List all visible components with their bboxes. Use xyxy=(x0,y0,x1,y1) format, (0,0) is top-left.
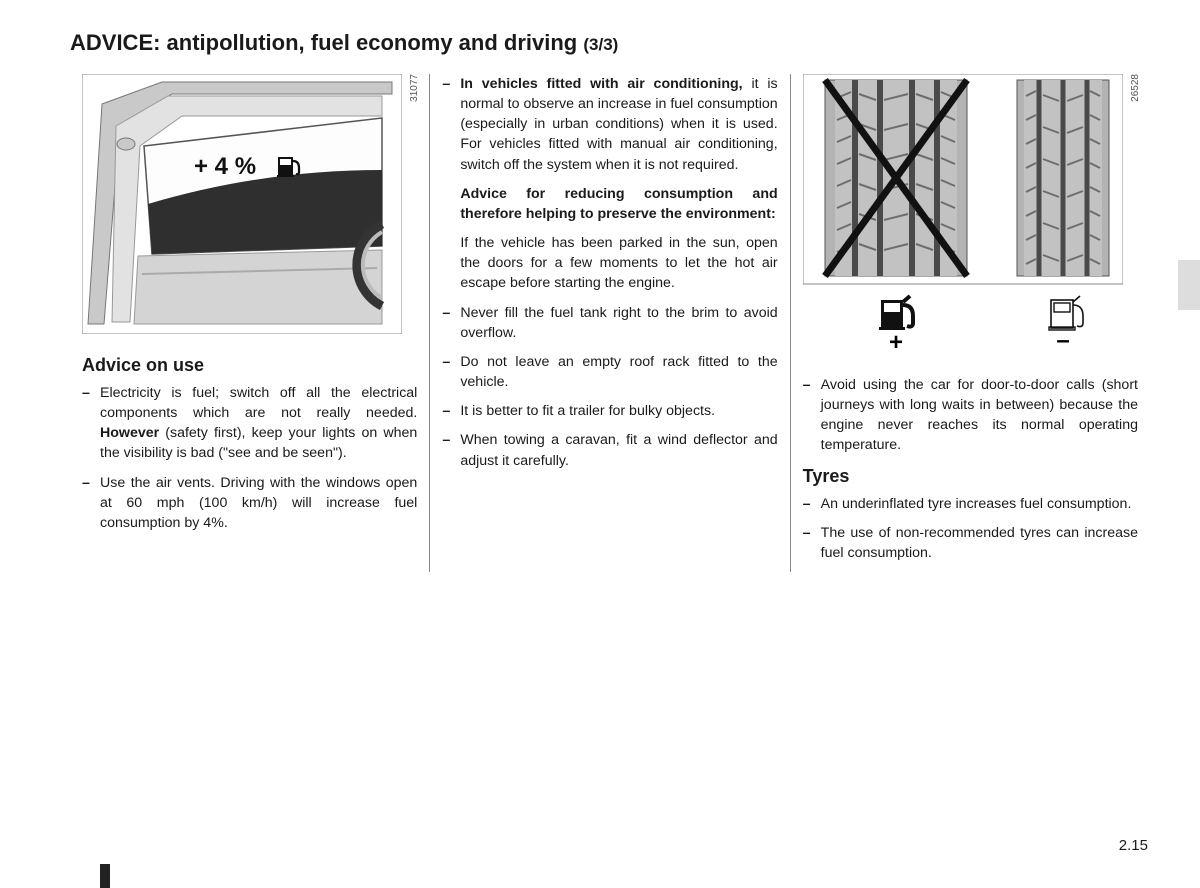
col1-list: Electricity is fuel; switch off all the … xyxy=(82,383,417,533)
list-item: Never fill the fuel tank right to the br… xyxy=(442,303,777,343)
col3-top-list: Avoid using the car for door-to-door cal… xyxy=(803,375,1138,456)
tyres-heading: Tyres xyxy=(803,466,1138,487)
figure-car-window: 31077 + 4 % xyxy=(82,74,417,339)
page-title: ADVICE: antipollution, fuel economy and … xyxy=(70,30,1150,56)
section-tab xyxy=(1178,260,1200,310)
col2-lead: In vehicles fitted with air conditioning… xyxy=(442,74,777,175)
figure-tyres: 26528 xyxy=(803,74,1138,359)
fuel-pump-minus-icon xyxy=(1049,296,1083,330)
advice-bold-block: Advice for reducing consumption and ther… xyxy=(442,184,777,224)
car-window-illustration: + 4 % xyxy=(82,74,402,334)
list-item: It is better to fit a trailer for bulky … xyxy=(442,401,777,421)
page-number: 2.15 xyxy=(1119,837,1148,854)
para-parked-sun: If the vehicle has been parked in the su… xyxy=(442,233,777,293)
list-item: The use of non-recommended tyres can inc… xyxy=(803,523,1138,563)
list-item: Do not leave an empty roof rack fitted t… xyxy=(442,352,777,392)
list-item: Avoid using the car for door-to-door cal… xyxy=(803,375,1138,456)
list-item: When towing a caravan, fit a wind deflec… xyxy=(442,430,777,470)
col3-list: An underinflated tyre increases fuel con… xyxy=(803,494,1138,563)
figure-2-caption: 26528 xyxy=(1130,74,1141,102)
plus-label: + xyxy=(889,329,903,354)
figure-1-caption: 31077 xyxy=(409,74,420,102)
list-item: Electricity is fuel; switch off all the … xyxy=(82,383,417,464)
tyres-illustration: + – xyxy=(803,74,1123,354)
column-3: 26528 xyxy=(791,74,1150,572)
minus-label: – xyxy=(1056,327,1069,354)
list-item: An underinflated tyre increases fuel con… xyxy=(803,494,1138,514)
column-2: In vehicles fitted with air conditioning… xyxy=(430,74,790,572)
list-item: Use the air vents. Driving with the wind… xyxy=(82,473,417,533)
advice-on-use-heading: Advice on use xyxy=(82,355,417,376)
list-item: In vehicles fitted with air conditioning… xyxy=(442,74,777,175)
overlay-text: + 4 % xyxy=(194,153,256,180)
fuel-pump-plus-icon xyxy=(879,296,913,330)
title-sub: (3/3) xyxy=(583,35,618,54)
column-1: 31077 + 4 % xyxy=(70,74,430,572)
footer-stub xyxy=(100,864,110,888)
columns: 31077 + 4 % xyxy=(70,74,1150,572)
col2-list: Never fill the fuel tank right to the br… xyxy=(442,303,777,471)
title-main: ADVICE: antipollution, fuel economy and … xyxy=(70,30,583,55)
